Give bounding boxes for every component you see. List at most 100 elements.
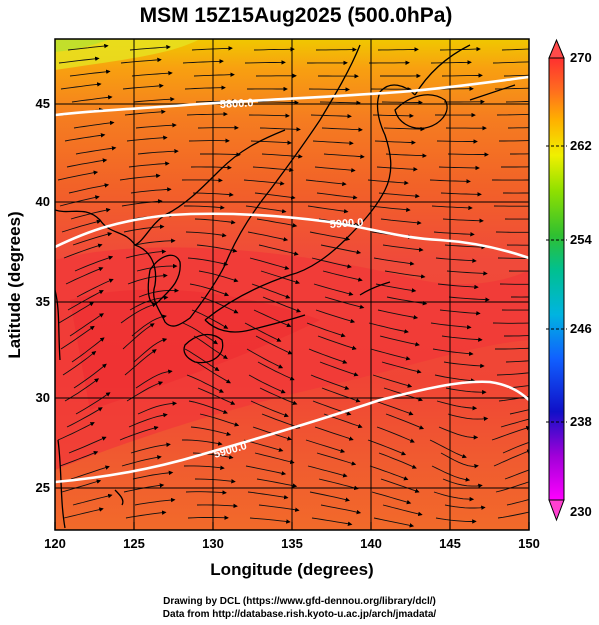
- y-tick-label: 40: [36, 194, 50, 209]
- wind-streamline: [186, 111, 228, 117]
- wind-streamline: [316, 192, 358, 200]
- wind-streamline: [194, 478, 236, 484]
- wind-streamline: [65, 267, 104, 285]
- wind-streamline: [125, 510, 167, 519]
- wind-streamline: [376, 426, 415, 443]
- colorbar-label: 238: [570, 414, 592, 429]
- wind-streamline: [73, 120, 115, 129]
- y-tick-label: 25: [36, 480, 50, 495]
- y-axis-label: Latitude (degrees): [5, 211, 24, 358]
- wind-streamline: [441, 73, 483, 78]
- wind-streamline: [495, 481, 529, 493]
- wind-streamline: [496, 113, 529, 116]
- wind-streamline: [58, 302, 95, 324]
- wind-streamline: [430, 60, 472, 65]
- x-axis-label: Longitude (degrees): [210, 560, 373, 579]
- wind-streamline: [367, 439, 407, 456]
- wind-streamline: [324, 296, 365, 309]
- wind-streamline: [184, 205, 225, 210]
- colorbar-label: 262: [570, 138, 592, 153]
- wind-streamline: [57, 422, 95, 441]
- colorbar: 270 262 254 246 238 230: [546, 38, 592, 522]
- wind-streamline: [369, 205, 411, 212]
- wind-streamline: [510, 153, 529, 155]
- contour-5900-north: [55, 212, 529, 260]
- wind-streamline: [315, 309, 356, 324]
- wind-streamline: [124, 349, 157, 376]
- wind-streamline: [130, 442, 171, 454]
- wind-streamline: [443, 361, 485, 369]
- wind-streamline: [308, 348, 348, 364]
- colorbar-label: 230: [570, 504, 592, 519]
- wind-streamline: [305, 179, 347, 187]
- wind-streamline: [254, 452, 295, 465]
- wind-streamline: [72, 493, 113, 506]
- wind-streamline: [193, 72, 235, 77]
- wind-streamline: [74, 255, 114, 272]
- wind-streamline: [446, 270, 488, 276]
- wind-streamline: [200, 152, 241, 157]
- wind-streamline: [311, 257, 352, 269]
- wind-streamline: [67, 43, 109, 51]
- wind-streamline: [385, 413, 425, 430]
- wind-streamline: [196, 503, 238, 509]
- wind-streamline: [136, 263, 178, 272]
- wind-streamline: [373, 257, 415, 266]
- y-tick-label: 45: [36, 96, 50, 111]
- wind-streamline: [310, 114, 352, 119]
- wind-streamline: [440, 192, 482, 197]
- wind-streamline: [76, 278, 114, 298]
- wind-streamline: [502, 441, 529, 454]
- wind-streamline: [314, 426, 354, 441]
- wind-streamline: [491, 426, 529, 441]
- wind-streamline: [129, 44, 171, 51]
- wind-streamline: [134, 497, 176, 506]
- wind-streamline: [244, 60, 286, 65]
- wind-streamline: [307, 465, 348, 478]
- wind-streamline: [438, 426, 479, 440]
- wind-streamline: [384, 270, 426, 279]
- wind-streamline: [119, 173, 161, 181]
- wind-streamline: [319, 100, 361, 106]
- wind-streamline: [439, 309, 481, 316]
- wind-streamline: [442, 478, 483, 489]
- wind-streamline: [58, 56, 100, 64]
- wind-streamline: [321, 127, 363, 132]
- wind-streamline: [375, 283, 417, 293]
- wind-streamline: [503, 74, 529, 77]
- wind-streamline: [193, 335, 228, 359]
- wind-streamline: [260, 270, 300, 285]
- wind-streamline: [505, 100, 529, 103]
- x-tick-label: 140: [360, 536, 382, 551]
- wind-streamline: [504, 335, 529, 337]
- wind-streamline: [372, 374, 413, 388]
- wind-streamline: [123, 224, 165, 233]
- wind-streamline: [198, 270, 239, 283]
- wind-streamline: [308, 87, 350, 92]
- wind-streamline: [497, 511, 529, 519]
- wind-streamline: [434, 374, 476, 383]
- wind-streamline: [122, 83, 164, 90]
- wind-streamline: [128, 413, 168, 428]
- wind-streamline: [182, 439, 223, 446]
- wind-streamline: [305, 439, 346, 453]
- wind-streamline: [68, 183, 110, 194]
- contour-label: 5800.0: [220, 97, 254, 111]
- wind-streamline: [187, 257, 229, 267]
- wind-streamline: [256, 218, 298, 228]
- wind-streamline: [505, 360, 529, 363]
- wind-streamline: [378, 452, 417, 469]
- wind-streamline: [435, 257, 477, 263]
- wind-streamline: [63, 243, 103, 259]
- warm-core-inner: [70, 289, 320, 410]
- wind-streamline: [124, 109, 166, 116]
- wind-streamline: [244, 322, 282, 342]
- wind-streamline: [380, 478, 420, 493]
- height-contours: [55, 75, 529, 484]
- wind-streamline: [182, 322, 218, 345]
- wind-streamline: [377, 47, 419, 52]
- wind-streamline: [435, 517, 477, 524]
- wind-streamline: [256, 478, 298, 488]
- wind-streamline: [507, 385, 529, 389]
- y-tick-labels: 25 30 35 40 45: [36, 96, 50, 495]
